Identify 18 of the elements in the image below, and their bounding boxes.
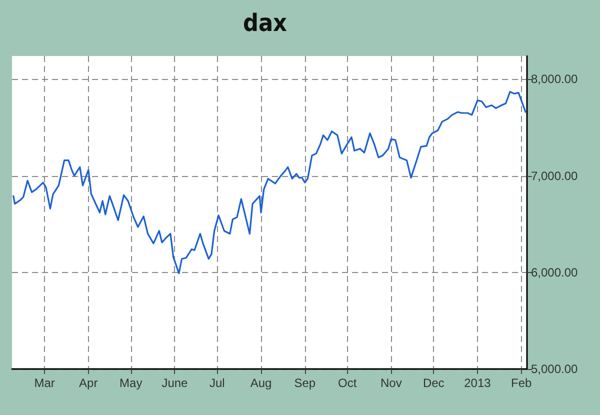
x-tick-label: May	[120, 376, 142, 390]
x-tick-label: 2013	[464, 376, 492, 390]
x-tick-label: Feb	[510, 376, 532, 390]
x-tick-label: Mar	[34, 376, 55, 390]
y-tick-label: 7,000.00	[531, 168, 578, 183]
x-tick-label: Jul	[209, 376, 225, 390]
x-tick-label: June	[162, 376, 188, 390]
line-series	[12, 90, 526, 274]
chart-title: dax	[243, 9, 288, 37]
x-tick-label: Nov	[380, 376, 402, 390]
y-tick-label: 8,000.00	[531, 72, 578, 86]
x-tick-label: Oct	[338, 376, 358, 390]
x-tick-label: Dec	[422, 376, 444, 390]
x-tick-label: Aug	[250, 376, 272, 390]
y-tick-label: 6,000.00	[531, 265, 578, 280]
x-tick-label: Sep	[294, 376, 316, 390]
x-tick-label: Apr	[79, 376, 98, 390]
y-tick-label: 5,000.00	[531, 362, 578, 376]
